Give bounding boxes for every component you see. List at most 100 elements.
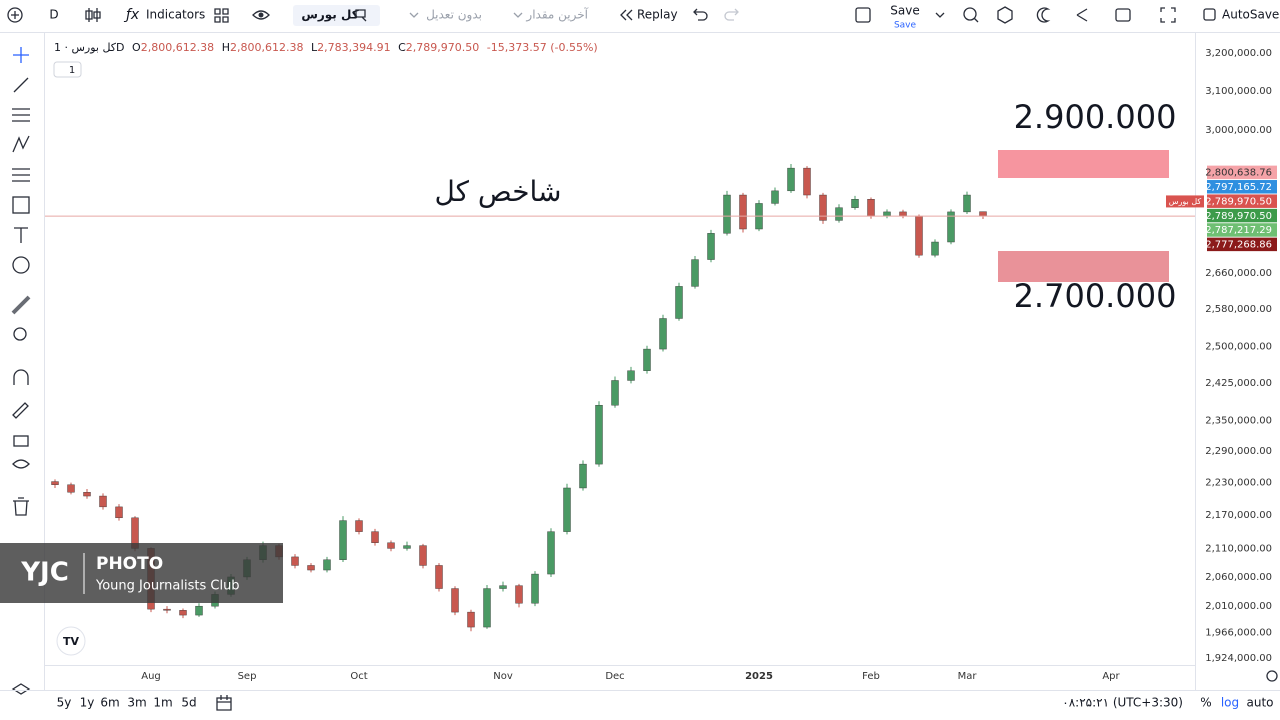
legend-value: 2,800,612.38 <box>141 41 214 54</box>
badge[interactable]: 1 <box>69 65 75 76</box>
replay[interactable]: Replay <box>637 8 678 22</box>
lock-tool[interactable] <box>13 435 29 447</box>
y-tick-label: 1,924,000.00 <box>1205 653 1272 664</box>
layers-tool[interactable] <box>11 683 31 695</box>
watermark-brand: YJC <box>20 558 69 588</box>
range-button[interactable]: 3m <box>127 696 146 710</box>
candle-body <box>307 565 315 571</box>
zoom-tool[interactable] <box>13 327 27 341</box>
axis-settings[interactable] <box>1266 670 1278 682</box>
delete-tool[interactable] <box>13 497 29 516</box>
plot-area <box>45 164 1195 632</box>
log-toggle[interactable]: log <box>1221 696 1239 710</box>
candle-body <box>867 199 875 217</box>
candle-body <box>787 167 795 192</box>
draw-mode-tool[interactable] <box>12 402 29 419</box>
price-label: 2,789,970.50 <box>1205 196 1272 207</box>
candle-body <box>499 585 507 589</box>
ruler-tool[interactable] <box>11 295 31 315</box>
x-tick-label: Dec <box>605 671 624 682</box>
eye-icon[interactable] <box>252 10 270 20</box>
indicators[interactable]: Indicators <box>146 8 205 22</box>
visibility-tool[interactable] <box>12 459 30 469</box>
clock: ۰۸:۲۵:۲۱ (UTC+3:30) <box>1062 696 1183 710</box>
y-tick-label: 2,290,000.00 <box>1205 446 1272 457</box>
y-tick-label: 3,000,000.00 <box>1205 125 1272 136</box>
screenshot-icon[interactable] <box>1115 8 1131 22</box>
candle-body <box>611 380 619 406</box>
fib-tool[interactable] <box>12 108 30 122</box>
candle-body <box>835 207 843 221</box>
candle-body <box>195 605 203 616</box>
y-tick-label: 2,580,000.00 <box>1205 304 1272 315</box>
badge-box[interactable] <box>53 61 82 78</box>
candle-body <box>947 211 955 243</box>
y-tick-label: 2,660,000.00 <box>1205 268 1272 279</box>
prediction-tool[interactable] <box>12 168 30 182</box>
auto-toggle[interactable]: auto <box>1246 696 1273 710</box>
x-tick-label: Mar <box>958 671 978 682</box>
magnet-tool[interactable] <box>13 369 29 385</box>
date-range-icon[interactable] <box>216 695 232 711</box>
percent-toggle[interactable]: % <box>1200 696 1211 710</box>
settings-icon[interactable] <box>997 6 1013 24</box>
layout-square[interactable] <box>855 7 871 23</box>
candle-body <box>371 531 379 543</box>
layouts-icon[interactable] <box>214 8 229 23</box>
candle-body <box>563 487 571 532</box>
candle-body <box>883 211 891 217</box>
candle-body <box>819 194 827 221</box>
dropdown[interactable] <box>935 12 945 18</box>
resistance-zone[interactable] <box>998 150 1169 178</box>
symbol[interactable]: کل بورس <box>301 8 358 23</box>
candle-body <box>291 556 299 566</box>
price-type[interactable]: آخرین مقدار <box>525 7 588 23</box>
redo[interactable] <box>724 8 739 21</box>
undo[interactable] <box>693 8 708 21</box>
candle-body <box>115 506 123 519</box>
chart-type-icon[interactable] <box>85 8 101 22</box>
range-button[interactable]: 5d <box>181 696 196 710</box>
adjust[interactable]: بدون تعدیل <box>426 8 482 23</box>
theme-icon[interactable] <box>1036 7 1051 23</box>
save[interactable]: Save <box>890 4 919 18</box>
line-tool[interactable] <box>13 77 29 93</box>
dropdown <box>513 12 523 18</box>
text-tool[interactable] <box>14 227 28 243</box>
pattern-tool[interactable] <box>12 135 30 153</box>
price-label-box <box>1207 194 1277 208</box>
y-tick-label: 2,010,000.00 <box>1205 601 1272 612</box>
autosave-checkbox[interactable] <box>1203 8 1216 21</box>
eye-pupil <box>258 12 264 18</box>
candle-body <box>99 495 107 508</box>
candle-body <box>963 194 971 213</box>
candle-body <box>83 492 91 497</box>
y-tick-label: 2,350,000.00 <box>1205 415 1272 426</box>
candle-body <box>355 520 363 532</box>
add-button[interactable] <box>7 7 23 23</box>
candle-body <box>659 318 667 350</box>
x-tick-label: Sep <box>238 671 257 682</box>
support-zone[interactable] <box>998 251 1169 282</box>
emoji-tool[interactable] <box>12 256 30 274</box>
watermark-name: Young Journalists Club <box>95 579 240 594</box>
crosshair-tool[interactable] <box>13 47 29 63</box>
share-icon[interactable] <box>1076 8 1088 22</box>
search-icon[interactable] <box>963 7 977 21</box>
y-tick-label: 2,170,000.00 <box>1205 510 1272 521</box>
search-handle <box>973 17 979 23</box>
fullscreen-icon[interactable] <box>1160 7 1176 23</box>
candle-body <box>515 585 523 604</box>
candle-body <box>931 241 939 256</box>
y-tick-label: 2,110,000.00 <box>1205 543 1272 554</box>
range-button[interactable]: 1m <box>153 696 172 710</box>
y-tick-label: 3,100,000.00 <box>1205 86 1272 97</box>
interval[interactable]: D <box>49 8 58 22</box>
autosave[interactable]: AutoSave <box>1222 8 1279 22</box>
shape-tool[interactable] <box>12 196 30 214</box>
range-button[interactable]: 6m <box>100 696 119 710</box>
range-button[interactable]: 5y <box>57 696 72 710</box>
candle-body <box>323 559 331 571</box>
x-tick-label: 2025 <box>745 671 773 682</box>
range-button[interactable]: 1y <box>80 696 95 710</box>
